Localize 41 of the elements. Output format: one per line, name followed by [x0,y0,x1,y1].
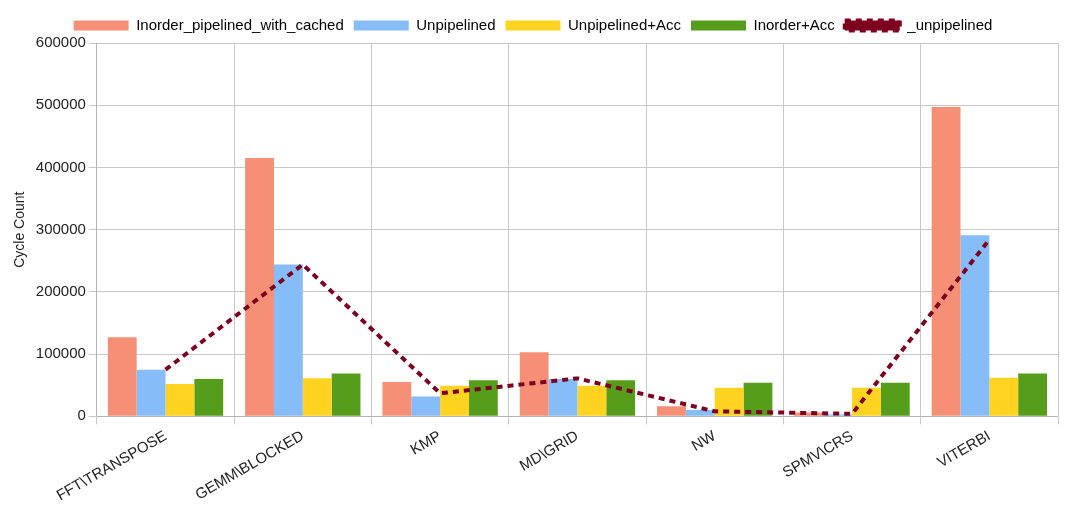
bar [440,385,469,416]
y-tick-label: 200000 [35,282,86,300]
bar [194,378,224,416]
bar [657,406,686,416]
bar [852,387,881,416]
bar [960,235,990,416]
bar [685,410,715,416]
y-axis-title: Cycle Count [11,191,28,268]
bar [606,380,636,416]
bar [743,382,773,416]
bar [382,382,412,416]
bar [411,396,441,416]
x-tick-label: KMP [407,426,444,458]
bar [931,107,961,416]
legend-label: Unpipelined+Acc [568,15,682,33]
bar [1018,373,1048,416]
bar [989,377,1019,416]
legend-label: Unpipelined [416,15,496,33]
legend-label: Inorder+Acc [753,15,836,33]
bar [468,380,498,416]
bar [880,382,910,416]
y-tick-label: 600000 [35,33,86,51]
bar [331,373,361,416]
bar [577,385,607,416]
legend-label: _unpipelined [906,15,993,33]
bar [519,352,549,416]
bar [714,387,744,416]
bar [548,378,578,416]
bar [245,158,274,416]
y-tick-label: 300000 [35,219,86,237]
y-tick-label: 500000 [35,95,86,113]
bar [273,264,303,416]
y-tick-label: 100000 [35,344,86,362]
bar [136,369,166,416]
x-tick-label: NW [688,426,720,454]
legend-label: Inorder_pipelined_with_cached [136,15,344,33]
y-tick-label: 0 [77,406,86,424]
y-tick-label: 400000 [35,157,86,175]
bar [107,337,137,416]
bar [302,378,332,416]
bar [165,383,195,416]
